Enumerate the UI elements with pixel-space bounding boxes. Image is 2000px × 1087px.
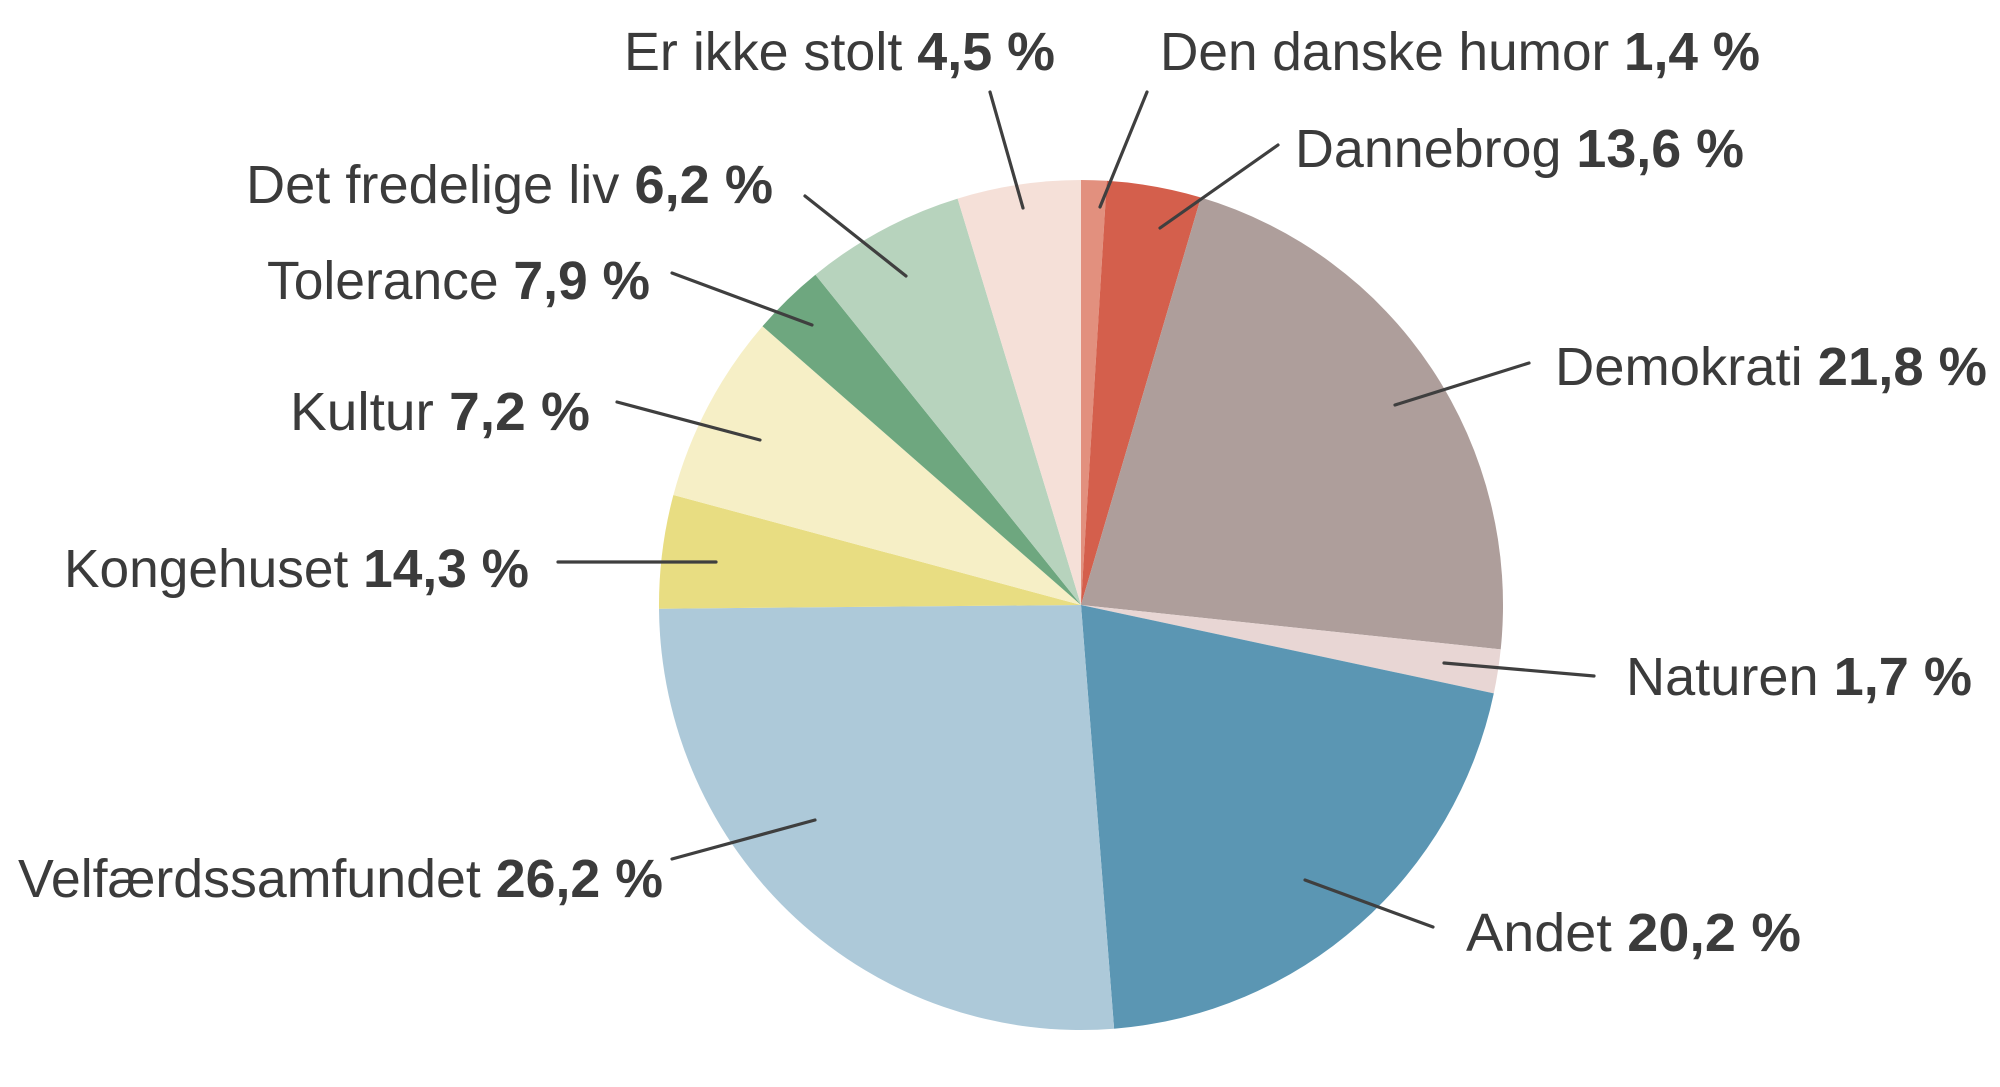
label-det-fredelige-liv: Det fredelige liv 6,2 % xyxy=(246,155,773,215)
label-value: 1,4 % xyxy=(1624,22,1760,82)
label-den-danske-humor: Den danske humor 1,4 % xyxy=(1160,22,1760,82)
label-velfaerdssamfundet: Velfærdssamfundet 26,2 % xyxy=(18,849,663,909)
label-name: Tolerance xyxy=(267,251,499,311)
label-dannebrog: Dannebrog 13,6 % xyxy=(1295,119,1744,179)
label-er-ikke-stolt: Er ikke stolt 4,5 % xyxy=(624,22,1055,82)
slice-tolerance xyxy=(762,274,1081,605)
slice-andet xyxy=(1081,605,1494,1029)
slice-labels: Er ikke stolt 4,5 % Den danske humor 1,4… xyxy=(18,22,1987,963)
slice-den-danske-humor xyxy=(1081,180,1107,605)
leader-line-demokrati xyxy=(1393,361,1531,407)
label-value: 20,2 % xyxy=(1627,903,1801,963)
slice-demokrati xyxy=(1081,197,1504,650)
label-value: 13,6 % xyxy=(1576,119,1744,179)
slice-naturen xyxy=(1081,605,1501,694)
label-value: 26,2 % xyxy=(496,849,663,909)
leader-lines xyxy=(556,90,1596,929)
slice-er-ikke-stolt xyxy=(957,180,1081,605)
slice-dannebrog xyxy=(1081,180,1201,606)
label-value: 21,8 % xyxy=(1818,337,1987,397)
label-name: Det fredelige liv xyxy=(246,155,619,215)
leader-line-kultur xyxy=(615,400,762,442)
leader-line-det-fredelige-liv xyxy=(803,194,908,278)
leader-line-er-ikke-stolt xyxy=(988,90,1025,210)
label-value: 4,5 % xyxy=(917,22,1055,82)
label-value: 6,2 % xyxy=(634,155,773,215)
label-andet: Andet 20,2 % xyxy=(1466,903,1801,963)
label-name: Naturen xyxy=(1626,647,1819,707)
leader-line-velfaerdssamfundet xyxy=(670,818,817,861)
label-kongehuset: Kongehuset 14,3 % xyxy=(64,539,529,599)
label-name: Kultur xyxy=(290,382,434,442)
slice-kongehuset xyxy=(658,495,1081,609)
label-value: 7,2 % xyxy=(449,382,590,442)
label-name: Dannebrog xyxy=(1295,119,1561,179)
pie-slices xyxy=(658,180,1504,1031)
label-demokrati: Demokrati 21,8 % xyxy=(1555,337,1987,397)
slice-kultur xyxy=(673,326,1081,605)
label-name: Den danske humor xyxy=(1160,22,1609,82)
label-name: Velfærdssamfundet xyxy=(18,849,481,909)
label-tolerance: Tolerance 7,9 % xyxy=(267,251,650,311)
label-naturen: Naturen 1,7 % xyxy=(1626,647,1972,707)
slice-det-fredelige-liv xyxy=(815,198,1081,605)
label-name: Demokrati xyxy=(1555,337,1803,397)
leader-line-den-danske-humor xyxy=(1098,90,1149,209)
label-name: Er ikke stolt xyxy=(624,22,902,82)
slice-velfaerdssamfundet xyxy=(659,605,1115,1031)
label-name: Kongehuset xyxy=(64,539,348,599)
label-value: 14,3 % xyxy=(363,539,529,599)
leader-line-dannebrog xyxy=(1158,143,1280,230)
leader-line-naturen xyxy=(1442,661,1596,678)
label-value: 7,9 % xyxy=(513,251,650,311)
leader-line-tolerance xyxy=(670,271,814,327)
label-value: 1,7 % xyxy=(1834,647,1972,707)
label-kultur: Kultur 7,2 % xyxy=(290,382,590,442)
label-name: Andet xyxy=(1466,903,1612,963)
leader-line-andet xyxy=(1303,878,1435,929)
